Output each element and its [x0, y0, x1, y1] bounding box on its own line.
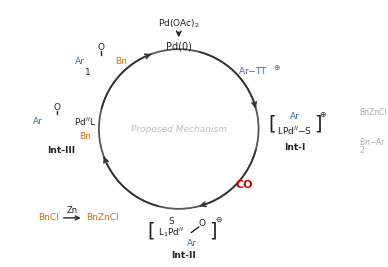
Text: Ar: Ar	[33, 117, 43, 126]
Text: Ar: Ar	[74, 57, 85, 66]
Text: O: O	[54, 103, 61, 112]
Text: O: O	[97, 43, 104, 52]
Text: Pd$^{II}$L: Pd$^{II}$L	[74, 116, 96, 128]
Text: Zn: Zn	[67, 206, 78, 215]
Text: Bn: Bn	[79, 132, 91, 141]
Text: Bn: Bn	[115, 57, 127, 66]
Text: Pd(0): Pd(0)	[166, 41, 192, 52]
Text: Ar: Ar	[290, 112, 300, 121]
Text: Proposed Mechanism: Proposed Mechanism	[131, 124, 227, 134]
Text: $\oplus$: $\oplus$	[319, 110, 327, 119]
Text: 1: 1	[85, 68, 91, 77]
Text: BnZnCl: BnZnCl	[359, 108, 387, 117]
Text: CO: CO	[235, 180, 253, 190]
Text: [: [	[148, 221, 155, 240]
Text: S: S	[169, 217, 174, 226]
Text: $\oplus$: $\oplus$	[273, 63, 281, 72]
Text: Ar$-$TT: Ar$-$TT	[238, 65, 268, 76]
Text: Int-III: Int-III	[47, 146, 75, 155]
Text: $\ominus$: $\ominus$	[215, 215, 222, 224]
Text: 2: 2	[359, 146, 364, 155]
Text: BnCl: BnCl	[38, 213, 59, 222]
Text: Bn$-$Ar: Bn$-$Ar	[359, 136, 386, 147]
Text: Ar: Ar	[187, 239, 196, 248]
Text: L$_1$Pd$^{II}$: L$_1$Pd$^{II}$	[158, 225, 185, 239]
Text: Int-I: Int-I	[284, 143, 305, 152]
Text: ]: ]	[210, 221, 217, 240]
Text: BnZnCl: BnZnCl	[86, 213, 119, 222]
Text: LPd$^{II}$$-$S: LPd$^{II}$$-$S	[277, 125, 312, 137]
Text: Int-II: Int-II	[171, 252, 196, 261]
Text: O: O	[199, 219, 206, 228]
Text: Pd(OAc)$_2$: Pd(OAc)$_2$	[158, 18, 200, 30]
Text: ]: ]	[314, 115, 321, 134]
Text: [: [	[268, 115, 276, 134]
